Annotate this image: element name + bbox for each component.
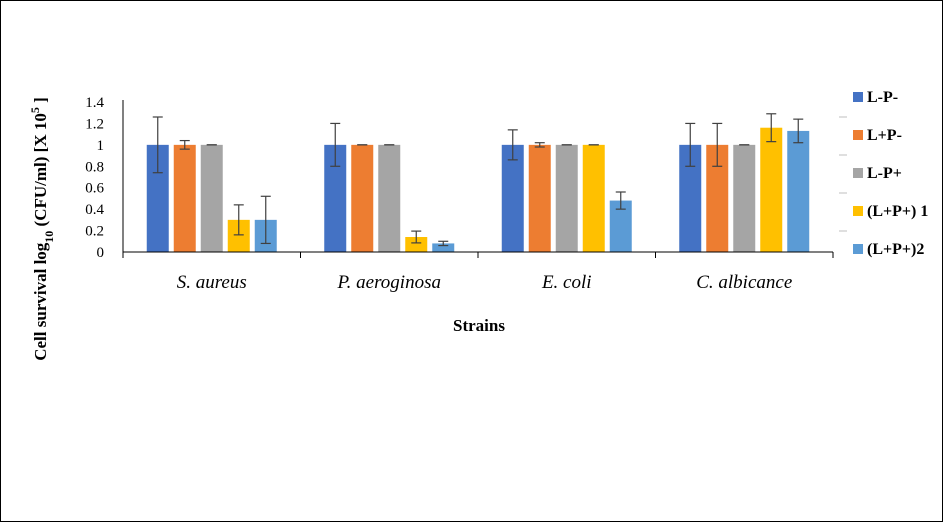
legend-tick-marks [839,116,847,232]
legend-label: L-P+ [867,165,902,182]
bar [378,144,401,252]
x-tick-label: S. aureus [177,272,247,293]
y-tick-label: 0 [97,245,105,261]
bar [679,144,702,252]
y-tick-label: 1 [97,138,105,154]
bar [173,144,196,252]
legend-swatch [853,130,863,140]
bar [733,144,756,252]
bar [501,144,524,252]
y-tick-label: 0.2 [85,224,104,240]
y-tick-label: 1.2 [85,116,104,132]
x-tick-label: E. coli [541,272,592,293]
bar [351,144,374,252]
y-axis-ticks: 0 0.2 0.4 0.6 0.8 1 1.2 1.4 [85,95,104,261]
bar [432,243,455,252]
legend-label: (L+P+) 1 [867,203,928,220]
legend-swatch [853,92,863,102]
bar [405,237,428,252]
bar [582,144,605,252]
legend-label: L+P- [867,127,902,144]
x-tick-label: P. aeroginosa [337,272,441,293]
bar [555,144,578,252]
legend-swatch [853,168,863,178]
x-tick-label: C. albicance [696,272,792,293]
y-tick-label: 0.6 [85,181,104,197]
bar [200,144,223,252]
y-tick-label: 0.8 [85,159,104,175]
bar [528,144,551,252]
legend: L-P- L+P- L-P+ (L+P+) 1 (L+P+)2 [853,89,928,258]
bar [760,127,783,252]
x-axis: S. aureus P. aeroginosa E. coli C. albicanc… [122,251,834,293]
bar [706,144,729,252]
y-tick-label: 1.4 [85,95,104,111]
legend-label: L-P- [867,89,898,106]
bar-series [146,127,810,252]
y-axis-title: Cell survival log10 (CFU/ml) [X 105 ] [28,97,56,361]
x-axis-title: Strains [453,316,505,335]
bar [146,144,169,252]
error-bars [152,113,804,247]
bar [324,144,347,252]
bar [227,219,250,252]
legend-label: (L+P+)2 [867,241,924,258]
bar [609,200,632,252]
legend-swatch [853,206,863,216]
bar [787,130,810,252]
legend-swatch [853,244,863,254]
y-tick-label: 0.4 [85,202,104,218]
